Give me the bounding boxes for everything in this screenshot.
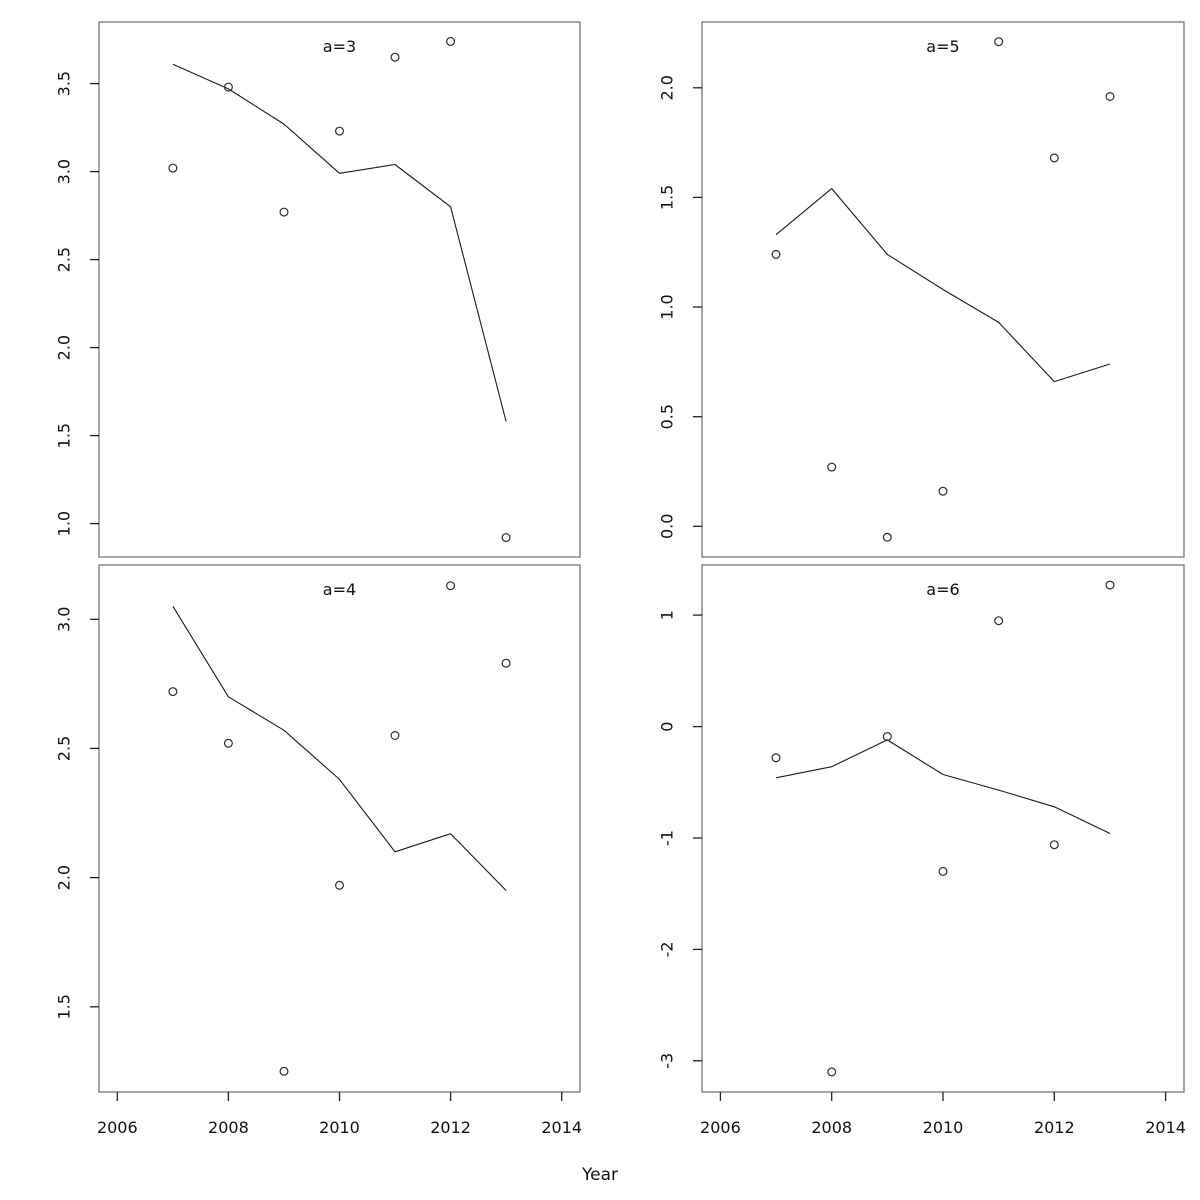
data-point-a5 (1049, 153, 1059, 163)
x-tick-label-a6: 2012 (1034, 1118, 1075, 1137)
data-point-a6 (1049, 840, 1059, 850)
x-tick-label-a6: 2014 (1145, 1118, 1186, 1137)
y-tick-label-a6: 0 (658, 722, 677, 732)
data-point-a5 (1105, 91, 1115, 101)
panel-border-a5 (701, 21, 1185, 558)
panel-a5: 0.0 0.5 1.0 1.5 2.0 a=5 (658, 21, 1185, 558)
y-tick-label-a4: 1.5 (55, 994, 74, 1019)
data-point-a5 (771, 249, 781, 259)
panel-border-a3 (98, 21, 581, 558)
y-tick-label-a4: 2.5 (55, 736, 74, 761)
data-point-a6 (1105, 580, 1115, 590)
x-tick-label-a4: 2012 (430, 1118, 471, 1137)
data-point-a6 (938, 866, 948, 876)
panel-label-a4: a=4 (323, 580, 356, 599)
y-tick-label-a3: 1.0 (55, 511, 74, 536)
y-tick-label-a3: 2.0 (55, 335, 74, 360)
data-point-a4 (168, 687, 178, 697)
x-tick-label-a4: 2010 (319, 1118, 360, 1137)
panel-a6: -3 -2 -1 0 1 2006 2008 2010 2012 2014 a=6 (658, 564, 1186, 1137)
data-point-a3 (446, 36, 456, 46)
y-tick-label-a5: 0.0 (658, 514, 677, 539)
data-point-a4 (279, 1066, 289, 1076)
y-tick-label-a4: 3.0 (55, 607, 74, 632)
x-axis-title: Year (581, 1165, 618, 1185)
panel-label-a6: a=6 (926, 580, 959, 599)
x-tick-label-a4: 2006 (97, 1118, 138, 1137)
data-point-a4 (390, 730, 400, 740)
panel-border-a6 (701, 564, 1185, 1093)
y-tick-label-a3: 3.5 (55, 71, 74, 96)
panel-a4: 1.5 2.0 2.5 3.0 2006 2008 2010 2012 2014 a=4 (55, 564, 582, 1137)
y-tick-label-a6: -1 (658, 830, 677, 846)
y-tick-label-a5: 1.0 (658, 294, 677, 319)
y-tick-label-a5: 0.5 (658, 404, 677, 429)
data-point-a3 (501, 533, 511, 543)
y-tick-label-a5: 1.5 (658, 185, 677, 210)
y-tick-label-a6: -3 (658, 1053, 677, 1069)
x-tick-label-a6: 2006 (700, 1118, 741, 1137)
fit-line-a4 (172, 606, 507, 891)
data-point-a4 (446, 581, 456, 591)
panel-label-a5: a=5 (926, 37, 959, 56)
fit-line-a6 (775, 739, 1111, 834)
panel-label-a3: a=3 (323, 37, 356, 56)
y-tick-label-a6: -2 (658, 941, 677, 957)
panels-group: 1.0 1.5 2.0 2.5 3.0 3.5 a=3 1.5 2.0 2.5 3.0 2006 200… (55, 21, 1186, 1137)
y-tick-label-a3: 1.5 (55, 423, 74, 448)
data-point-a3 (168, 163, 178, 173)
panel-border-a4 (98, 564, 581, 1093)
data-point-a3 (390, 52, 400, 62)
data-point-a6 (994, 616, 1004, 626)
data-point-a5 (882, 532, 892, 542)
data-point-a3 (223, 82, 233, 92)
x-tick-label-a4: 2014 (541, 1118, 582, 1137)
data-point-a6 (882, 732, 892, 742)
x-tick-label-a4: 2008 (208, 1118, 249, 1137)
panel-a3: 1.0 1.5 2.0 2.5 3.0 3.5 a=3 (55, 21, 581, 558)
data-point-a4 (335, 880, 345, 890)
data-point-a6 (771, 753, 781, 763)
data-point-a6 (827, 1067, 837, 1077)
data-point-a4 (223, 738, 233, 748)
fit-line-a5 (775, 188, 1111, 383)
data-point-a5 (938, 486, 948, 496)
y-tick-label-a3: 3.0 (55, 159, 74, 184)
fit-line-a3 (172, 63, 507, 422)
y-tick-label-a4: 2.0 (55, 865, 74, 890)
data-point-a3 (279, 207, 289, 217)
y-tick-label-a6: 1 (658, 610, 677, 620)
data-point-a5 (827, 462, 837, 472)
data-point-a4 (501, 658, 511, 668)
y-tick-label-a5: 2.0 (658, 75, 677, 100)
x-tick-label-a6: 2008 (811, 1118, 852, 1137)
data-point-a3 (335, 126, 345, 136)
y-tick-label-a3: 2.5 (55, 247, 74, 272)
data-point-a5 (994, 37, 1004, 47)
x-tick-label-a6: 2010 (923, 1118, 964, 1137)
